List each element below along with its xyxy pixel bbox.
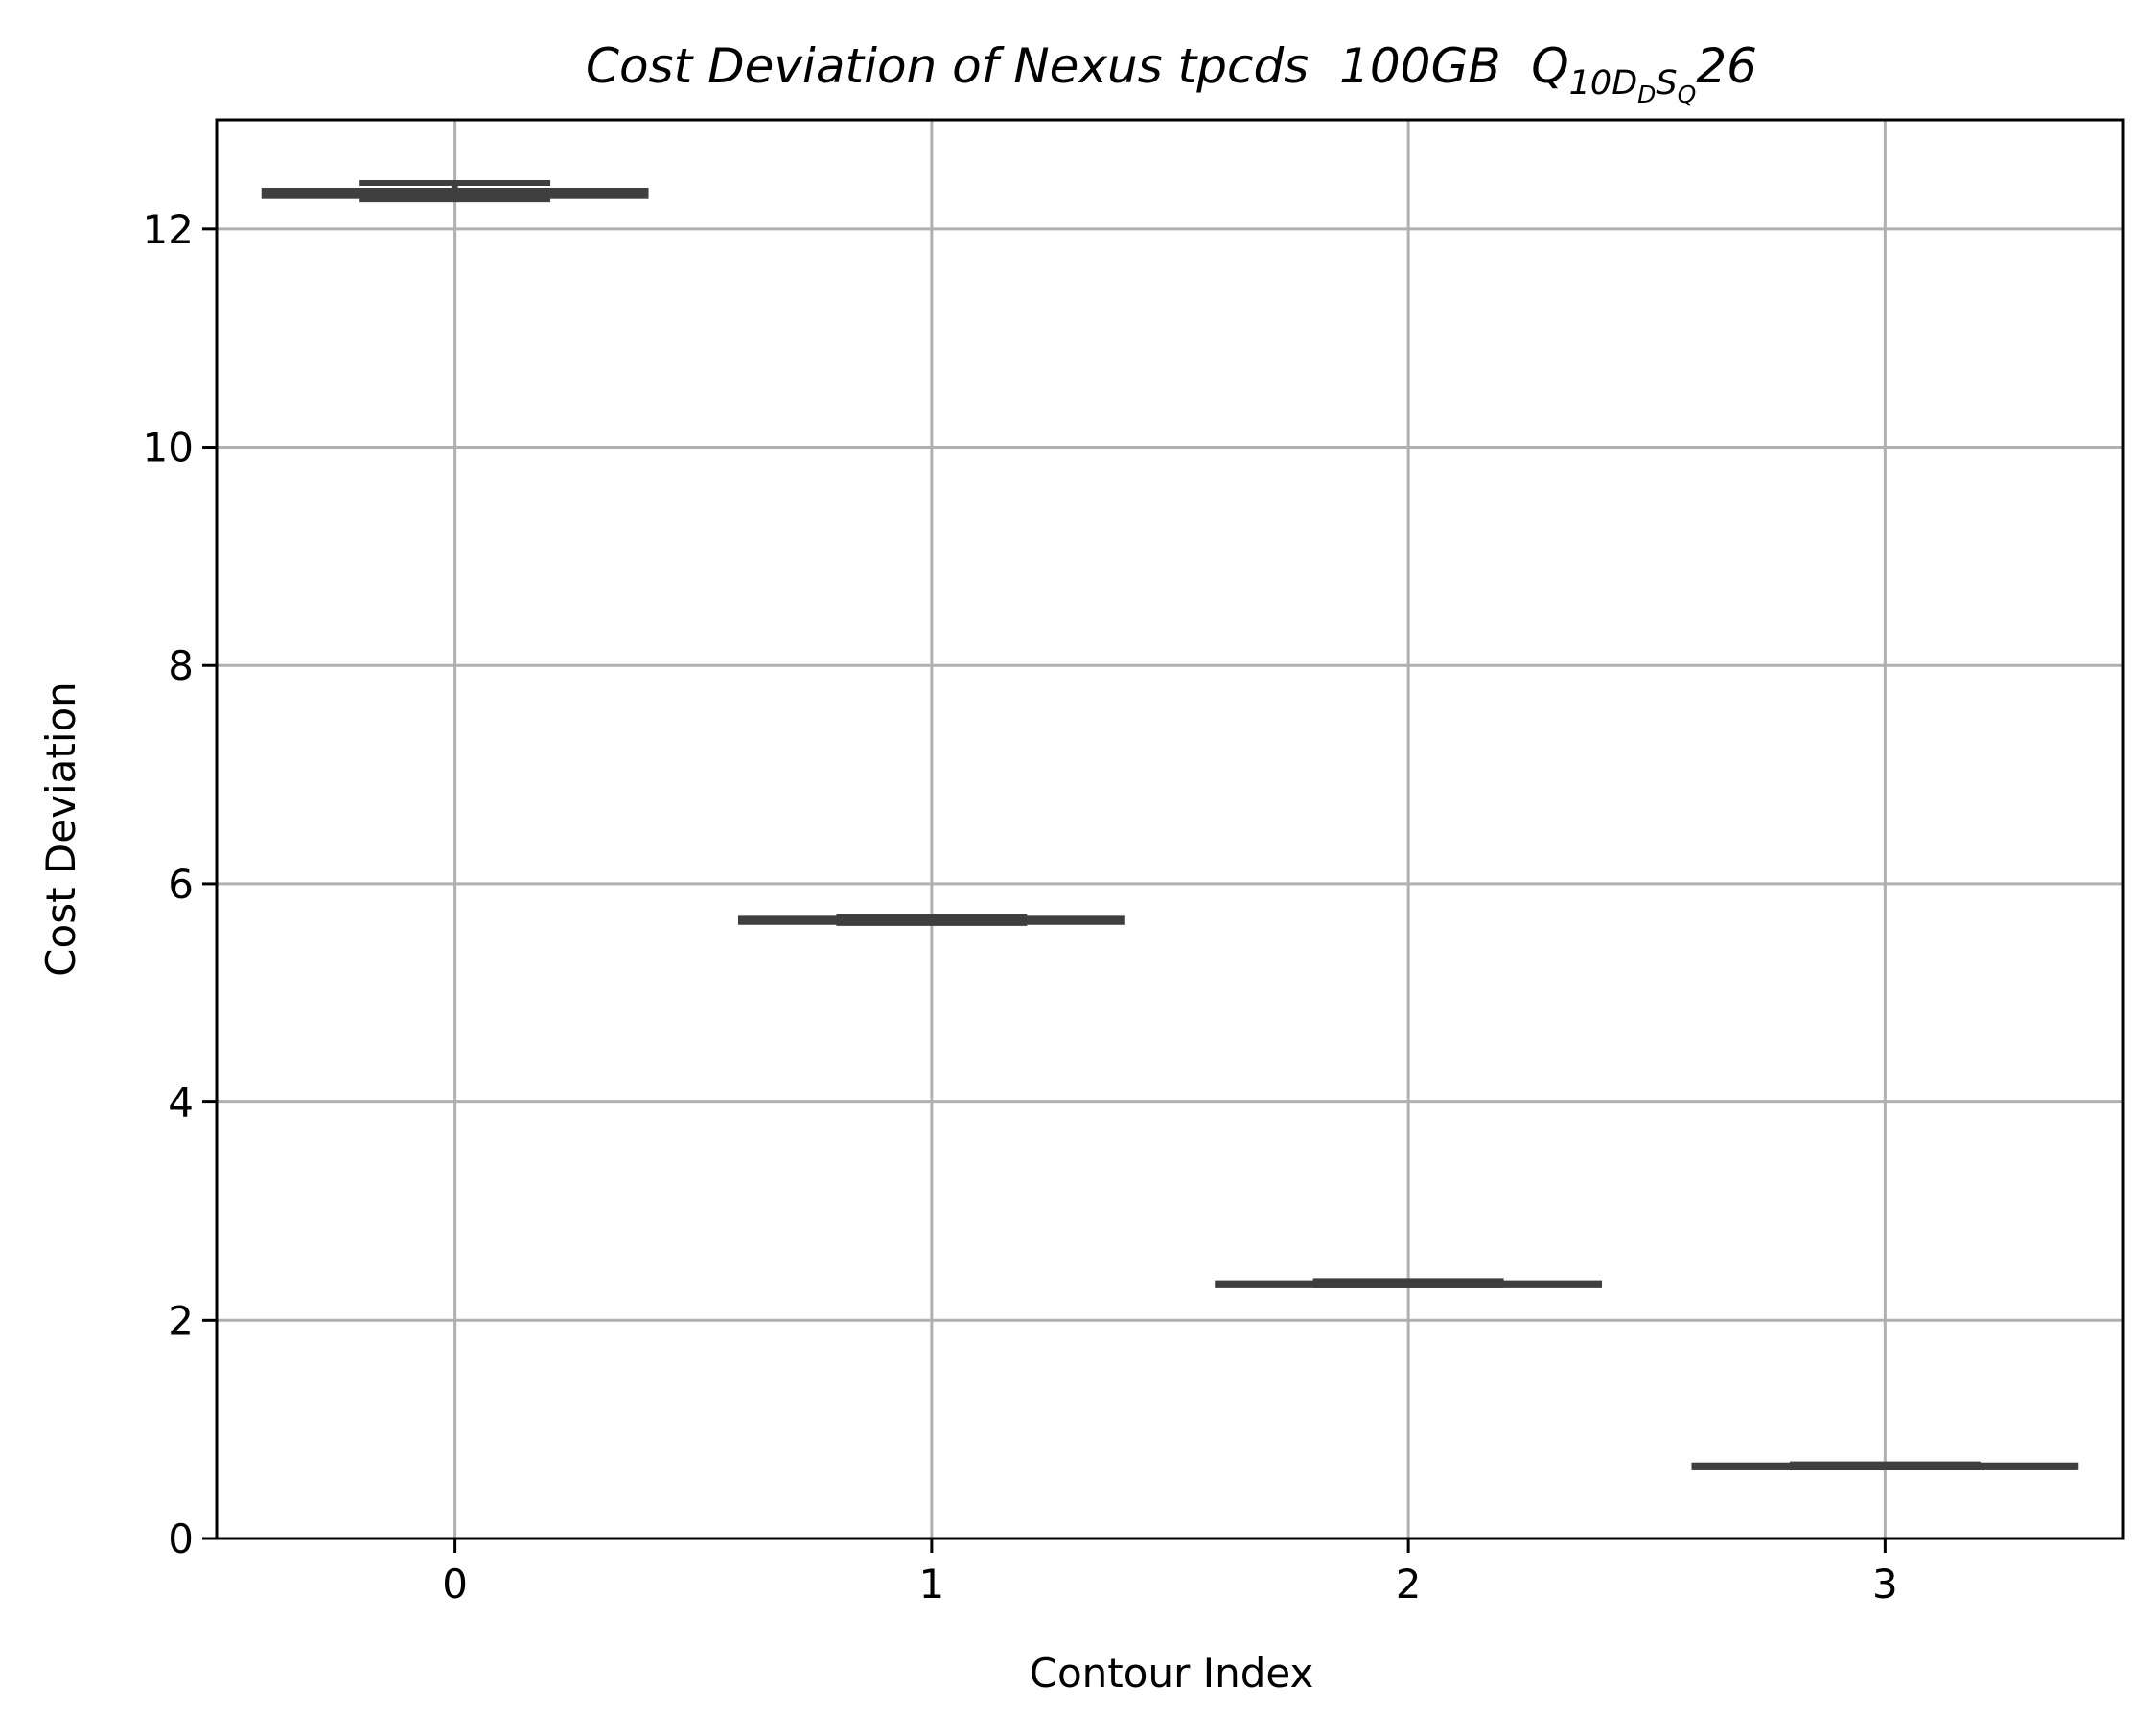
- plot-frame: [215, 118, 2125, 1540]
- grid: [217, 120, 2123, 1540]
- box-group: [1691, 1461, 2079, 1470]
- y-tick-label: 6: [168, 861, 194, 908]
- y-tick-label: 8: [168, 642, 194, 689]
- title-part: Q: [1678, 81, 1697, 108]
- y-axis-label: Cost Deviation: [37, 682, 84, 977]
- title-part: S: [1656, 64, 1677, 103]
- x-tick-label: 0: [442, 1561, 468, 1608]
- title-part: Cost Deviation of Nexus tpcds 100GB Q: [586, 38, 1569, 94]
- box-group: [261, 180, 649, 203]
- x-tick-label: 3: [1872, 1561, 1898, 1608]
- x-axis-label: Contour Index: [1030, 1650, 1314, 1697]
- title-part: 26: [1696, 38, 1757, 94]
- x-tick-label: 1: [919, 1561, 945, 1608]
- title-part: D: [1637, 81, 1656, 108]
- y-tick-label: 12: [143, 206, 194, 253]
- box-group: [737, 914, 1125, 926]
- box-group: [1215, 1278, 1603, 1288]
- y-tick-label: 2: [168, 1297, 194, 1344]
- title-part: 10D: [1569, 64, 1638, 103]
- x-tick-label: 2: [1396, 1561, 1422, 1608]
- y-tick-label: 0: [168, 1516, 194, 1562]
- chart-title: Cost Deviation of Nexus tpcds 100GB Q10D…: [586, 38, 1757, 108]
- y-tick-label: 4: [168, 1079, 194, 1126]
- y-tick-label: 10: [143, 425, 194, 472]
